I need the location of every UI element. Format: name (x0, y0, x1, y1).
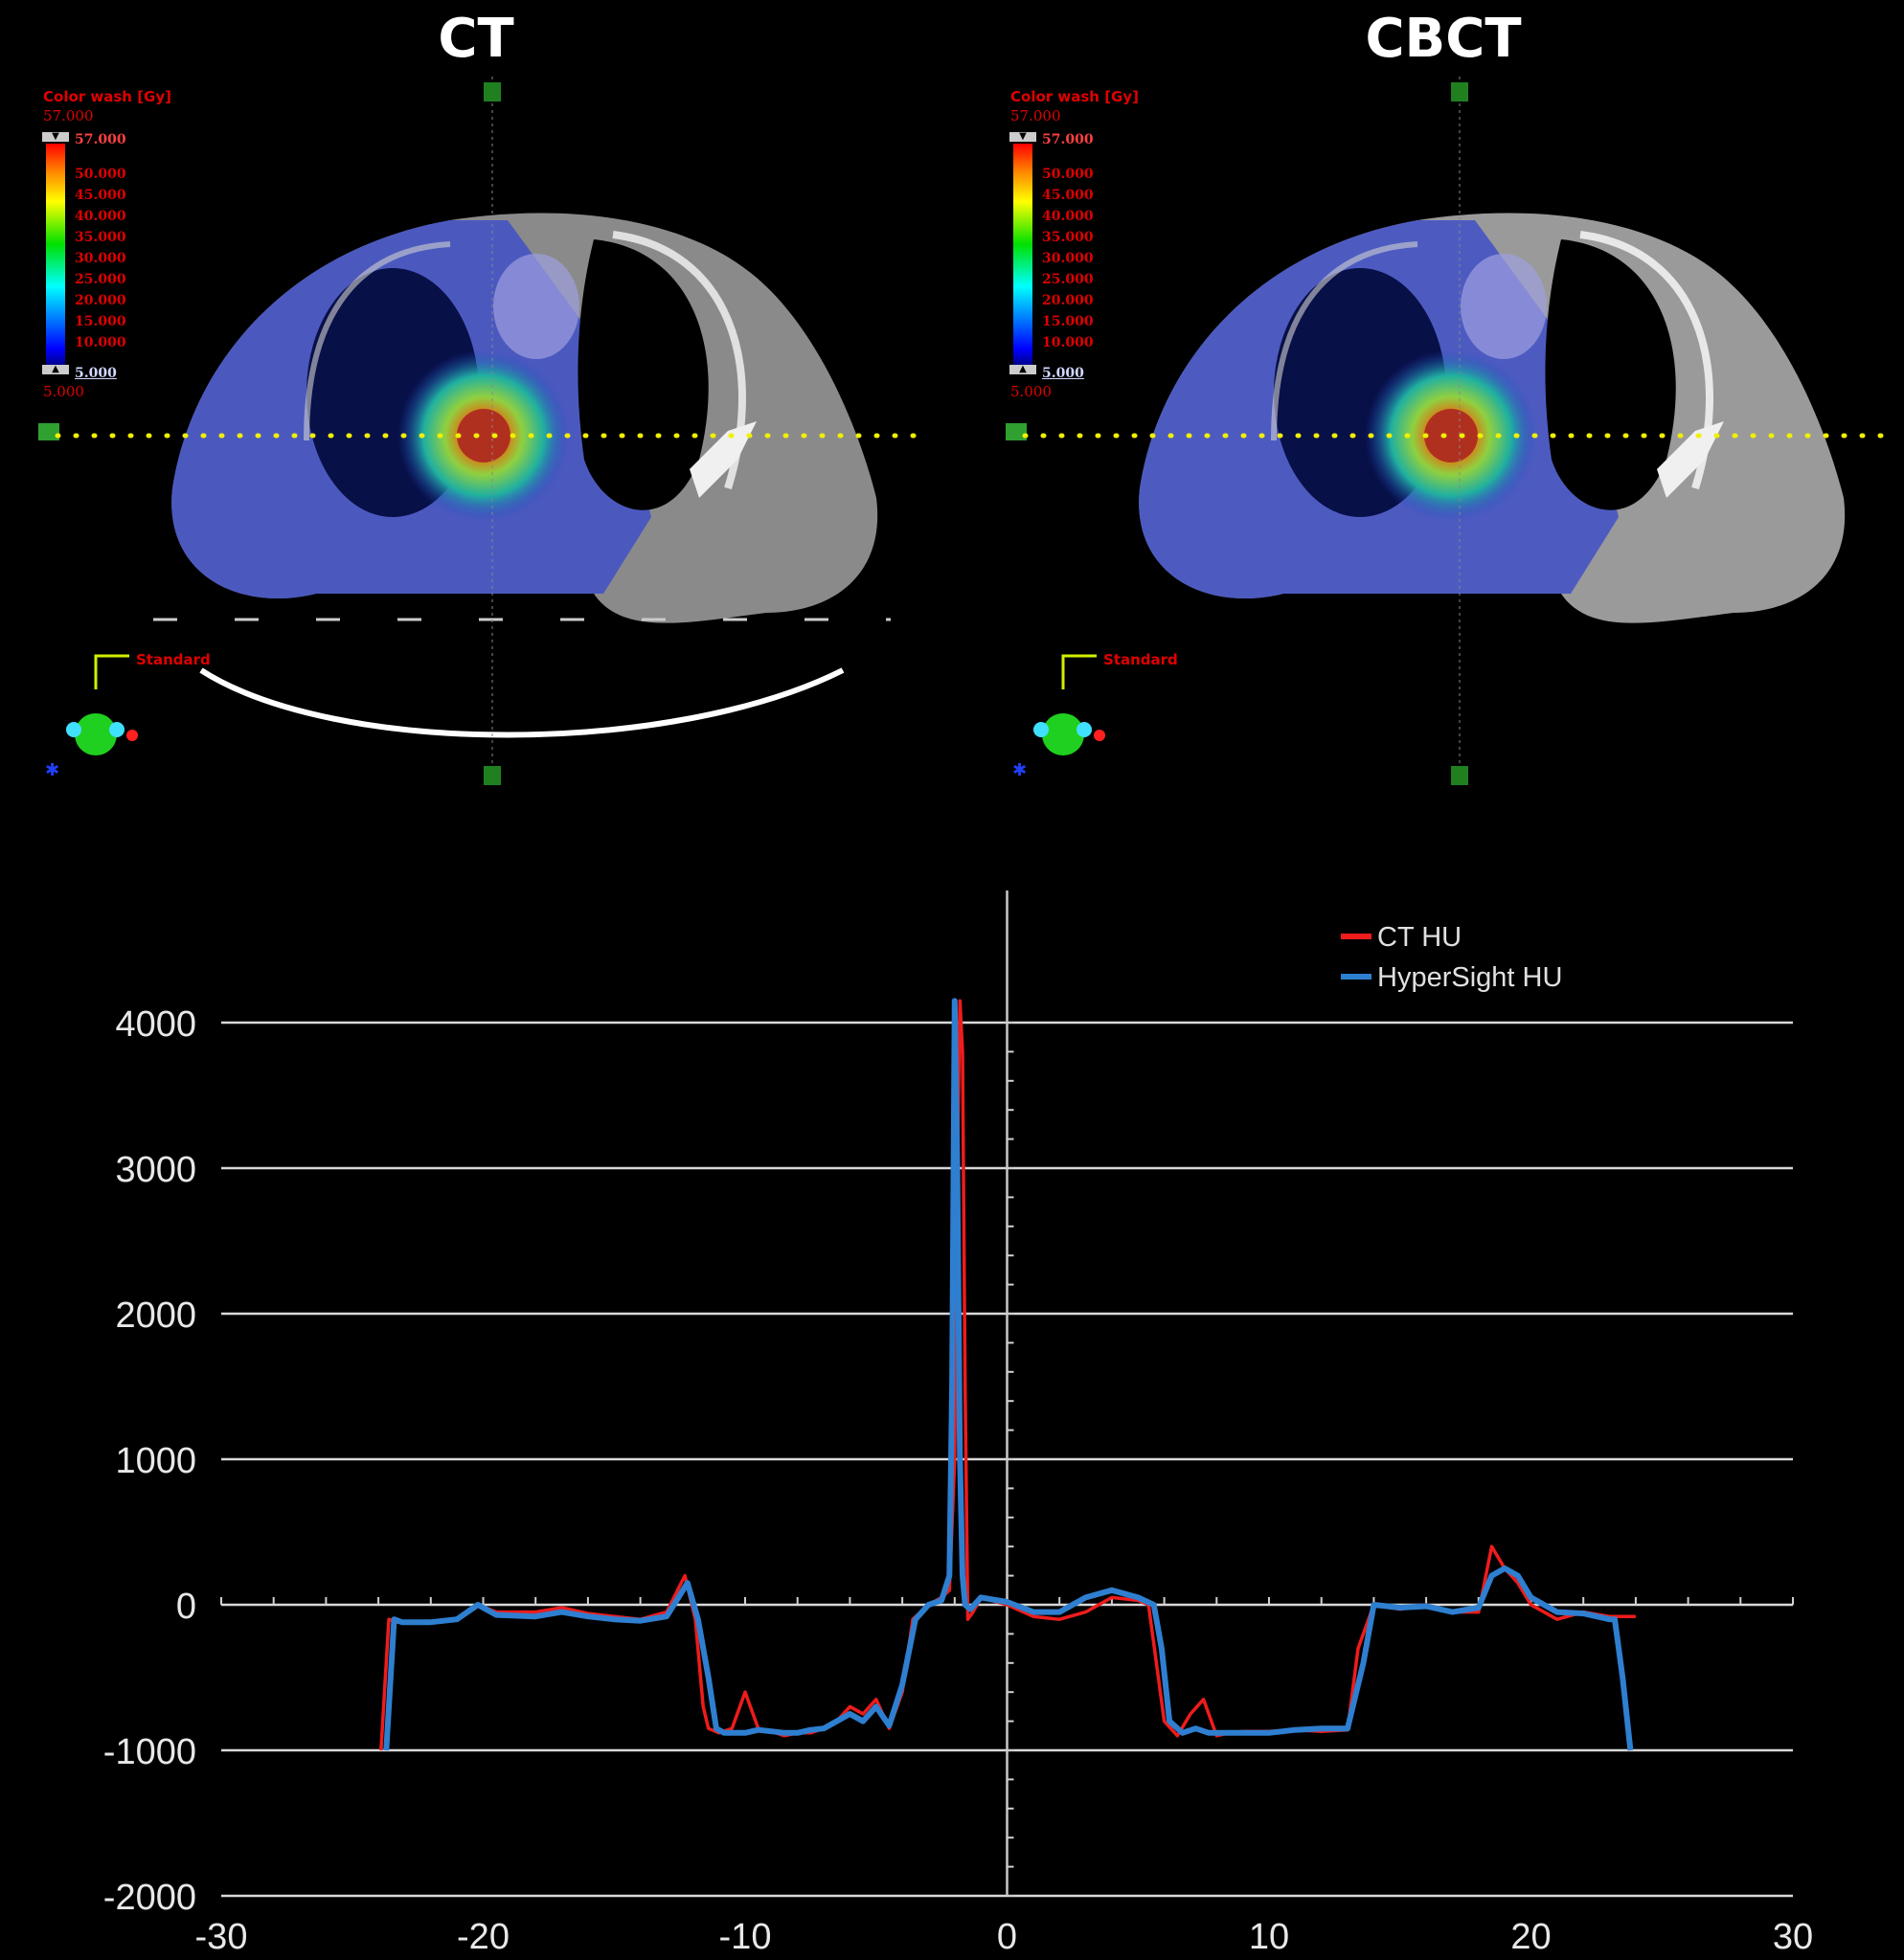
orientation-bracket (1061, 654, 1097, 689)
colorwash-up-arrow-icon[interactable]: ▼ (1009, 132, 1036, 142)
ct-panel: CT Color wash [Gy] 57.000 ▼ 57.000 50.00… (0, 0, 952, 804)
scale-tick: 40.000 (1042, 209, 1094, 224)
colorwash-title: Color wash [Gy] (1010, 88, 1139, 105)
treatment-couch (199, 667, 845, 738)
x-tick-labels: -30 -20 -10 0 10 20 30 (195, 1917, 1814, 1957)
orientation-dot-icon (1033, 722, 1049, 737)
scale-tick: 15.000 (1042, 314, 1094, 329)
colorwash-scale-bar (1013, 144, 1032, 367)
colorwash-down-arrow-icon[interactable]: ▲ (42, 365, 69, 374)
star-icon: ✱ (1012, 760, 1027, 780)
colorwash-bottom-marker: 5.000 (75, 366, 117, 381)
crosshair-marker-left[interactable] (38, 423, 59, 440)
crosshair-marker-bottom[interactable] (484, 766, 501, 785)
scapula (690, 421, 757, 498)
cbct-axial-slice: ✱ (1006, 77, 1890, 785)
colorwash-up-arrow-icon[interactable]: ▼ (42, 132, 69, 142)
legend: CT HU HyperSight HU (1341, 922, 1562, 993)
y-tick-label: 3000 (115, 1150, 196, 1190)
heart (1461, 254, 1547, 359)
y-tick-label: -2000 (103, 1878, 196, 1918)
y-tick-label: 4000 (115, 1004, 196, 1045)
y-tick-label: 1000 (115, 1441, 196, 1481)
scale-tick: 35.000 (75, 230, 126, 245)
x-tick-label: 20 (1510, 1917, 1551, 1957)
scale-tick: 50.000 (75, 167, 126, 182)
scale-tick: 10.000 (75, 335, 126, 350)
y-tick-label: -1000 (103, 1732, 196, 1772)
scale-tick: 30.000 (1042, 251, 1094, 266)
y-tick-label: 0 (176, 1587, 196, 1627)
patient-orientation-icon (1042, 713, 1084, 755)
rib (304, 241, 451, 441)
scale-tick: 20.000 (75, 293, 126, 308)
left-lung (578, 239, 709, 510)
scale-tick: 35.000 (1042, 230, 1094, 245)
orientation-label: Standard (1103, 651, 1178, 668)
x-tick-label: 10 (1249, 1917, 1289, 1957)
tumor-target (457, 409, 510, 462)
colorwash-title: Color wash [Gy] (43, 88, 171, 105)
x-tick-label: -20 (457, 1917, 510, 1957)
scapula (1657, 421, 1724, 498)
left-lung (1545, 239, 1676, 510)
x-tick-label: -30 (195, 1917, 248, 1957)
scale-tick: 25.000 (1042, 272, 1094, 287)
colorwash-top-marker: 57.000 (1042, 132, 1094, 147)
scale-tick: 45.000 (1042, 188, 1094, 203)
colorwash-min: 5.000 (1010, 383, 1052, 400)
crosshair-marker-top[interactable] (484, 82, 501, 101)
colorwash-down-arrow-icon[interactable]: ▲ (1009, 365, 1036, 374)
cbct-panel: CBCT Color wash [Gy] 57.000 ▼ 57.000 50.… (967, 0, 1904, 804)
orientation-dot-icon (1077, 722, 1092, 737)
legend-label-ct: CT HU (1377, 922, 1462, 953)
orientation-dot-icon (66, 722, 81, 737)
panel-title: CBCT (1365, 8, 1522, 70)
x-tick-label: -10 (719, 1917, 772, 1957)
scale-tick: 40.000 (75, 209, 126, 224)
colorwash-bottom-marker: 5.000 (1042, 366, 1084, 381)
orientation-dot-icon (109, 722, 125, 737)
scale-tick: 10.000 (1042, 335, 1094, 350)
axes (220, 890, 1794, 1897)
scale-tick: 45.000 (75, 188, 126, 203)
star-icon: ✱ (45, 760, 59, 780)
orientation-label: Standard (136, 651, 211, 668)
colorwash-max: 57.000 (43, 107, 94, 124)
patient-orientation-icon (75, 713, 117, 755)
orientation-dot-icon (1094, 730, 1105, 741)
ct-hu-series (379, 999, 1636, 1751)
orientation-bracket (94, 654, 129, 689)
crosshair-marker-left[interactable] (1006, 423, 1027, 440)
colorwash-min: 5.000 (43, 383, 84, 400)
scale-tick: 15.000 (75, 314, 126, 329)
x-tick-label: 0 (997, 1917, 1017, 1957)
hu-profile-chart: 4000 3000 2000 1000 0 -1000 -2000 -30 -20 -10 0 10… (103, 890, 1814, 1957)
crosshair-marker-bottom[interactable] (1451, 766, 1468, 785)
scale-tick: 25.000 (75, 272, 126, 287)
scale-tick: 30.000 (75, 251, 126, 266)
colorwash-top-marker: 57.000 (75, 132, 126, 147)
colorwash-max: 57.000 (1010, 107, 1061, 124)
orientation-dot-icon (126, 730, 138, 741)
y-tick-labels: 4000 3000 2000 1000 0 -1000 -2000 (103, 1004, 196, 1918)
legend-label-hypersight: HyperSight HU (1377, 962, 1562, 993)
x-tick-label: 30 (1773, 1917, 1813, 1957)
scale-tick: 50.000 (1042, 167, 1094, 182)
heart (493, 254, 579, 359)
crosshair-marker-top[interactable] (1451, 82, 1468, 101)
ct-axial-slice: ✱ (38, 77, 922, 785)
series-lines (379, 998, 1636, 1751)
hypersight-hu-series (383, 998, 1634, 1751)
tumor-target (1424, 409, 1478, 462)
scale-tick: 20.000 (1042, 293, 1094, 308)
panel-title: CT (438, 8, 514, 70)
rib (1271, 241, 1418, 441)
colorwash-scale-bar (46, 144, 65, 367)
y-tick-label: 2000 (115, 1295, 196, 1336)
